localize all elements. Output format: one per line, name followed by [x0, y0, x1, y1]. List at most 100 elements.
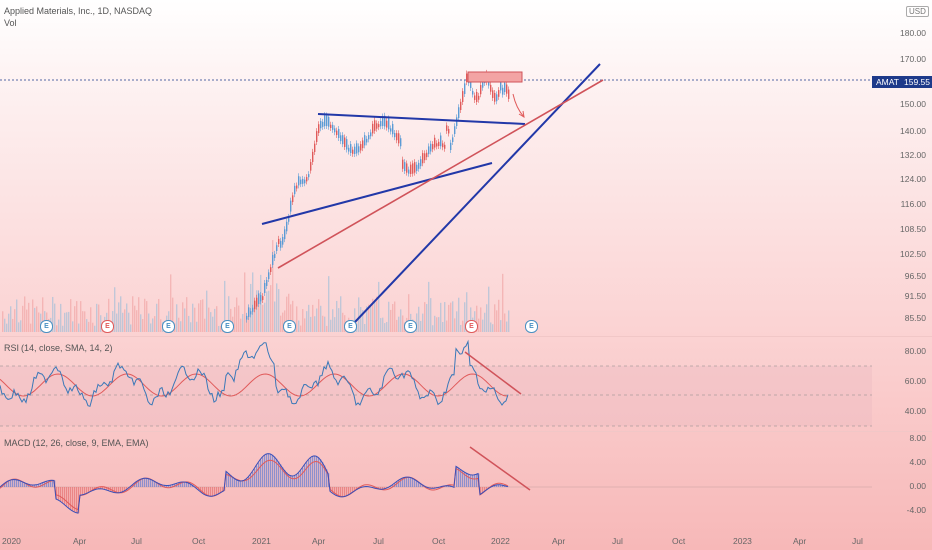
- volume-bar: [36, 306, 38, 332]
- candle-body: [266, 279, 268, 286]
- candle-body: [414, 162, 416, 173]
- rsi-signal-line: [0, 373, 509, 397]
- macd-chart-canvas[interactable]: [0, 432, 932, 532]
- candle-body: [470, 81, 472, 88]
- pane-separator[interactable]: [0, 431, 932, 432]
- earnings-marker-icon[interactable]: E: [344, 320, 357, 333]
- earnings-marker-icon[interactable]: E: [162, 320, 175, 333]
- earnings-marker-icon[interactable]: E: [101, 320, 114, 333]
- volume-bar: [88, 321, 90, 332]
- volume-bar: [428, 281, 430, 332]
- time-axis[interactable]: 2020 Apr Jul Oct 2021 Apr Jul Oct 2022 Apr Jul Oct 2…: [0, 532, 932, 550]
- volume-bar: [332, 309, 334, 332]
- macd-histogram-bar: [262, 457, 264, 487]
- earnings-marker-icon[interactable]: E: [525, 320, 538, 333]
- macd-histogram-bar: [18, 480, 20, 487]
- macd-histogram-bar: [354, 487, 356, 492]
- rsi-chart-canvas[interactable]: [0, 337, 932, 431]
- macd-histogram-bar: [180, 482, 182, 487]
- candle-body: [362, 140, 364, 149]
- macd-histogram-bar: [336, 487, 338, 496]
- volume-bar: [254, 302, 256, 332]
- macd-histogram-bar: [166, 485, 168, 487]
- volume-bar: [432, 325, 434, 332]
- volume-bar: [32, 299, 34, 332]
- candle-body: [290, 200, 292, 212]
- price-chart-canvas[interactable]: [0, 0, 932, 336]
- candle-body: [334, 128, 336, 133]
- macd-histogram-bar: [408, 477, 410, 487]
- candle-body: [322, 121, 324, 127]
- volume-bar: [218, 325, 220, 332]
- macd-histogram-bar: [322, 462, 324, 487]
- price-scale-label: 108.50: [900, 224, 926, 234]
- candle-body: [392, 123, 394, 135]
- macd-legend-params: (12, 26, close, 9, EMA, EMA): [32, 438, 149, 448]
- volume-bar: [326, 325, 328, 332]
- price-scale-label: 132.00: [900, 150, 926, 160]
- macd-histogram-bar: [188, 482, 190, 487]
- earnings-marker-icon[interactable]: E: [40, 320, 53, 333]
- macd-histogram-bar: [138, 480, 140, 487]
- macd-histogram-bar: [70, 487, 72, 510]
- macd-histogram-bar: [106, 487, 108, 490]
- volume-bar: [114, 287, 116, 332]
- candle-body: [324, 115, 326, 127]
- macd-histogram-bar: [190, 483, 192, 487]
- rsi-pane[interactable]: RSI (14, close, SMA, 14, 2) 80.00 60.00 40.…: [0, 337, 932, 431]
- volume-bar: [206, 290, 208, 332]
- macd-histogram-bar: [232, 476, 234, 487]
- volume-bar: [126, 303, 128, 332]
- volume-bar: [192, 303, 194, 332]
- volume-bar: [234, 307, 236, 332]
- price-pane[interactable]: Applied Materials, Inc., 1D, NASDAQ Vol …: [0, 0, 932, 336]
- macd-histogram-bar: [178, 482, 180, 487]
- earnings-marker-icon[interactable]: E: [465, 320, 478, 333]
- earnings-marker-icon[interactable]: E: [221, 320, 234, 333]
- volume-bar: [184, 308, 186, 332]
- macd-histogram-bar: [274, 456, 276, 487]
- volume-bar: [422, 313, 424, 332]
- candle-body: [410, 164, 412, 174]
- long-term-trendline: [354, 63, 601, 323]
- volume-bar: [116, 313, 118, 332]
- earnings-marker-icon[interactable]: E: [404, 320, 417, 333]
- macd-histogram-bar: [80, 487, 82, 496]
- candle-body: [314, 143, 316, 152]
- macd-histogram-bar: [252, 471, 254, 487]
- volume-bar: [470, 307, 472, 332]
- macd-divergence-line: [469, 446, 531, 491]
- candle-body: [356, 143, 358, 154]
- volume-bar: [480, 307, 482, 332]
- candle-body: [270, 267, 272, 272]
- candle-body: [344, 137, 346, 147]
- volume-bar: [2, 311, 4, 332]
- volume-bar: [390, 309, 392, 332]
- rsi-legend: RSI (14, close, SMA, 14, 2): [4, 343, 119, 353]
- currency-badge[interactable]: USD: [906, 6, 929, 17]
- candle-body: [354, 146, 356, 154]
- candle-body: [478, 95, 480, 100]
- candle-body: [446, 125, 448, 131]
- volume-bar: [132, 296, 134, 332]
- price-scale-label: 91.50: [904, 291, 926, 301]
- volume-bar: [304, 318, 306, 332]
- volume-bar: [182, 302, 184, 332]
- candle-body: [302, 178, 304, 184]
- earnings-marker-icon[interactable]: E: [283, 320, 296, 333]
- macd-pane[interactable]: MACD (12, 26, close, 9, EMA, EMA) 8.00 4.0…: [0, 432, 932, 532]
- candle-body: [454, 126, 456, 134]
- volume-bar: [314, 316, 316, 332]
- volume-bar: [56, 325, 58, 332]
- rsi-line: [0, 339, 509, 407]
- macd-histogram-bar: [150, 479, 152, 487]
- candle-body: [384, 115, 386, 127]
- macd-histogram-bar: [318, 457, 320, 487]
- volume-bar: [370, 306, 372, 332]
- macd-histogram-bar: [456, 466, 458, 487]
- time-axis-label: 2023: [733, 536, 752, 546]
- volume-bar: [334, 317, 336, 332]
- macd-histogram-bar: [142, 478, 144, 487]
- pane-separator[interactable]: [0, 336, 932, 337]
- volume-bar: [482, 319, 484, 332]
